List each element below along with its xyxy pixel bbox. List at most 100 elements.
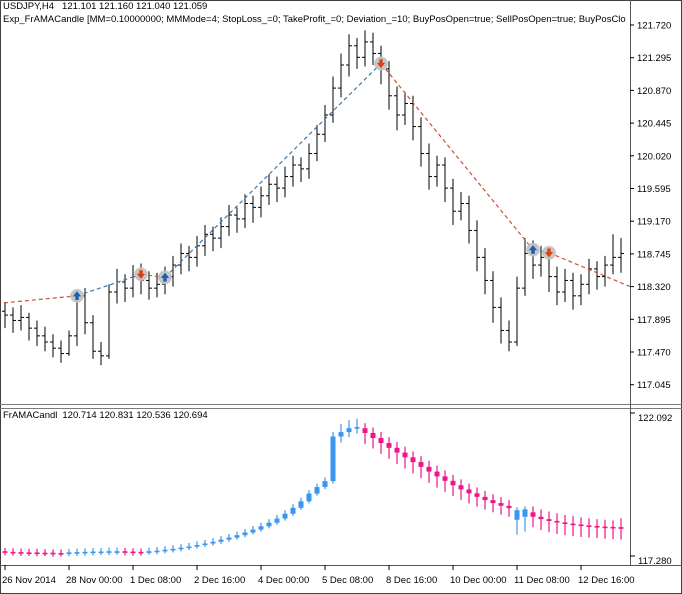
candle-body xyxy=(434,471,440,477)
candle-body xyxy=(554,520,560,523)
candle-body xyxy=(210,541,216,544)
time-tick-label: 10 Dec 00:00 xyxy=(450,575,507,586)
price-tick-label: 120.445 xyxy=(637,119,671,130)
candle-body xyxy=(602,526,608,529)
trade-arrow-buy[interactable] xyxy=(525,242,541,257)
candle-body xyxy=(442,476,448,481)
price-tick-label: 117.280 xyxy=(638,556,672,567)
candle-body xyxy=(186,546,192,549)
price-tick-label: 120.020 xyxy=(637,151,671,162)
price-tick-label: 118.320 xyxy=(637,282,671,293)
candle-body xyxy=(514,510,520,520)
trade-markers[interactable] xyxy=(69,56,557,304)
candle-body xyxy=(58,553,64,555)
price-tick-label: 121.295 xyxy=(637,53,671,64)
chart-title: USDJPY,H4 121.101 121.160 121.040 121.059 xyxy=(3,1,207,13)
candle-body xyxy=(202,543,208,546)
candle-body xyxy=(138,551,144,554)
candle-body xyxy=(618,527,624,529)
candle-body xyxy=(66,552,72,555)
candle-body xyxy=(450,480,456,486)
candle-body xyxy=(274,518,280,523)
trade-arrow-sell[interactable] xyxy=(541,245,557,260)
price-tick-label: 117.045 xyxy=(637,380,671,391)
candle-body xyxy=(234,535,240,538)
candle-body xyxy=(242,532,248,536)
trade-line-sell[interactable] xyxy=(0,295,78,304)
candle-body xyxy=(82,551,88,554)
price-tick-label: 120.870 xyxy=(637,86,671,97)
candle-body xyxy=(474,493,480,497)
trade-line-sell[interactable] xyxy=(380,63,534,251)
time-tick-label: 5 Dec 08:00 xyxy=(322,575,373,586)
price-tick-label: 117.470 xyxy=(637,348,671,359)
time-scale: 26 Nov 2014 28 Nov 00:00 1 Dec 08:00 2 Dec … xyxy=(2,565,635,586)
candle-body xyxy=(114,551,120,553)
candle-body xyxy=(90,551,96,554)
candle-body xyxy=(122,551,128,553)
candle-body xyxy=(482,496,488,501)
candle-body xyxy=(418,462,424,467)
candle-body xyxy=(98,551,104,554)
trade-line-sell[interactable] xyxy=(548,252,645,293)
trade-arrow-buy[interactable] xyxy=(69,288,85,304)
trade-arrow-sell[interactable] xyxy=(373,56,389,71)
candle-body xyxy=(74,552,80,554)
candle-body xyxy=(34,552,40,555)
trade-line-buy[interactable] xyxy=(164,63,382,278)
price-scale-indicator: 122.092 117.280 xyxy=(630,412,672,567)
candle-body xyxy=(370,432,376,439)
candle-body xyxy=(610,526,616,529)
candle-body xyxy=(402,452,408,458)
indicator-name-label: FrAMACandl xyxy=(3,410,58,421)
price-tick-label: 121.720 xyxy=(637,21,671,32)
ohlc-values-label: 121.101 121.160 121.040 121.059 xyxy=(62,1,208,12)
price-tick-label: 122.092 xyxy=(638,413,672,424)
candle-body xyxy=(330,436,336,482)
candle-body xyxy=(290,507,296,514)
candle-body xyxy=(162,549,168,552)
candle-body xyxy=(306,493,312,502)
time-tick-label: 2 Dec 16:00 xyxy=(194,575,245,586)
candle-body xyxy=(130,551,136,554)
candle-body xyxy=(266,522,272,527)
candle-body xyxy=(410,457,416,463)
candle-body xyxy=(170,548,176,551)
trade-history-lines[interactable] xyxy=(0,63,645,304)
price-tick-label: 119.595 xyxy=(637,184,671,195)
candle-body xyxy=(10,551,16,554)
time-tick-label: 28 Nov 00:00 xyxy=(66,575,123,586)
candle-body xyxy=(362,428,368,433)
trade-line-buy[interactable] xyxy=(76,273,142,297)
trade-arrow-buy[interactable] xyxy=(157,270,173,285)
candle-body xyxy=(562,522,568,525)
candle-body xyxy=(426,466,432,472)
candle-body xyxy=(42,552,48,555)
candle-body xyxy=(586,525,592,527)
frama-candles xyxy=(2,418,624,557)
time-tick-label: 8 Dec 16:00 xyxy=(386,575,437,586)
trade-arrow-sell[interactable] xyxy=(133,267,149,282)
candle-body xyxy=(146,551,152,553)
candle-body xyxy=(298,501,304,508)
candle-body xyxy=(578,524,584,527)
candle-body xyxy=(338,432,344,437)
time-tick-label: 12 Dec 16:00 xyxy=(578,575,635,586)
time-tick-label: 11 Dec 08:00 xyxy=(514,575,570,586)
candle-body xyxy=(282,513,288,519)
indicator-caption: FrAMACandl 120.714 120.831 120.536 120.69… xyxy=(3,410,208,422)
candle-body xyxy=(506,505,512,509)
candle-body xyxy=(466,489,472,494)
candle-body xyxy=(258,526,264,530)
candle-body xyxy=(314,487,320,494)
candle-body xyxy=(394,447,400,453)
price-tick-label: 117.895 xyxy=(637,315,671,326)
candle-body xyxy=(594,525,600,528)
candle-body xyxy=(354,427,360,429)
candle-body xyxy=(522,509,528,517)
candle-body xyxy=(490,500,496,504)
price-tick-label: 119.170 xyxy=(637,217,671,228)
candle-body xyxy=(218,539,224,542)
